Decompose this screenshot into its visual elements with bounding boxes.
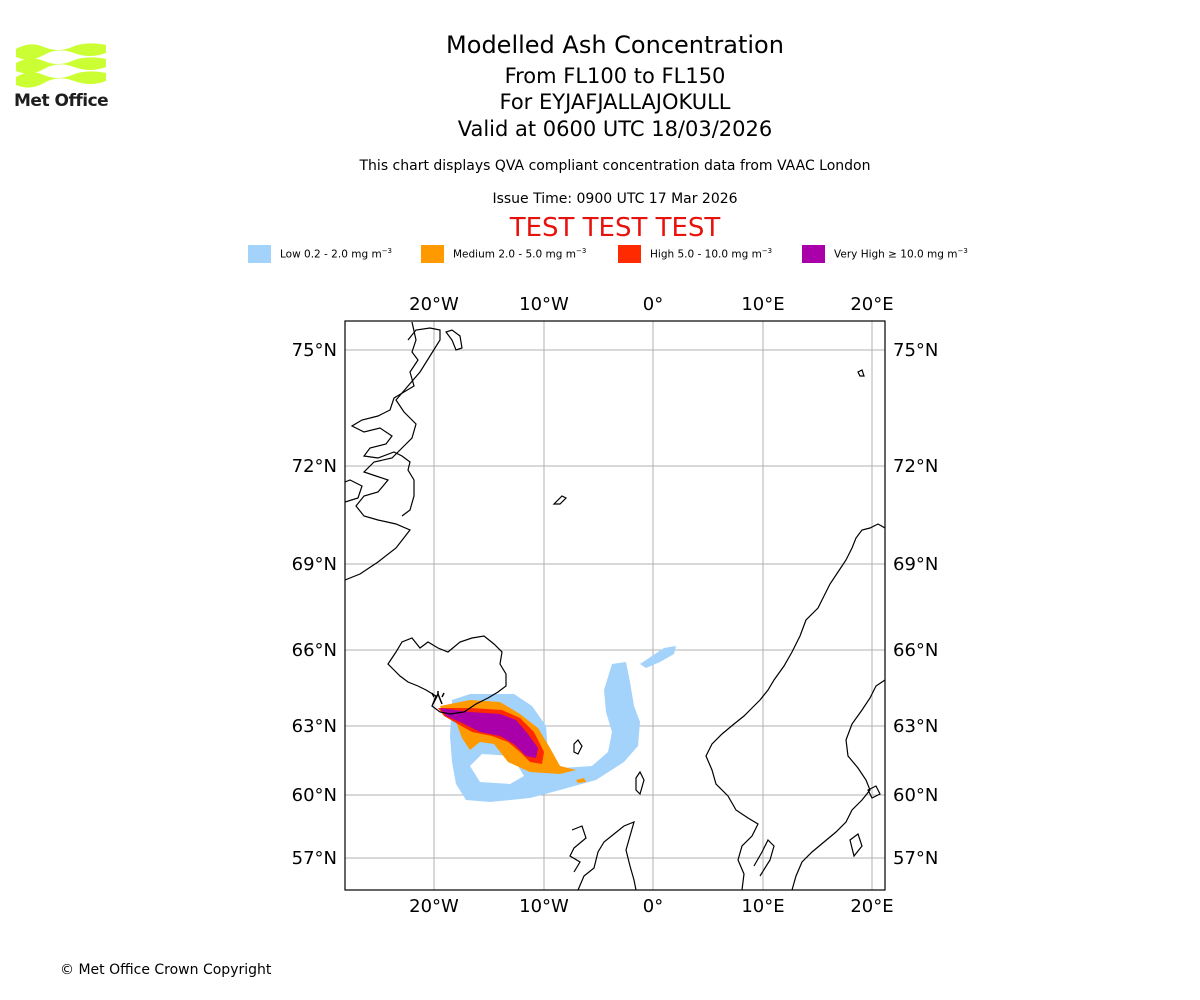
- valid-time: Valid at 0600 UTC 18/03/2026: [457, 117, 773, 141]
- legend-medium: Medium 2.0 - 5.0 mg m−3: [421, 244, 586, 264]
- legend-label-low: Low 0.2 - 2.0 mg m−3: [280, 247, 393, 261]
- met-office-logo: [16, 43, 106, 88]
- legend-label-high: High 5.0 - 10.0 mg m−3: [650, 247, 773, 261]
- lat-label-left: 75°N: [292, 340, 337, 361]
- legend-low: Low 0.2 - 2.0 mg m−3: [248, 244, 392, 264]
- lon-label-bottom: 20°E: [850, 896, 893, 917]
- lon-label-top: 20°W: [409, 294, 459, 315]
- lat-label-right: 57°N: [893, 848, 938, 869]
- legend-very-high: Very High ≥ 10.0 mg m−3: [802, 244, 968, 264]
- map-frame: [344, 320, 886, 891]
- ash-medium-speck: [576, 778, 586, 783]
- lat-labels-left: 75°N 72°N 69°N 66°N 63°N 60°N 57°N: [292, 340, 337, 869]
- chart-title: Modelled Ash Concentration: [446, 31, 784, 59]
- lat-label-left: 69°N: [292, 554, 337, 575]
- lon-labels-bottom: 20°W 10°W 0° 10°E 20°E: [409, 896, 893, 917]
- lat-label-right: 72°N: [893, 456, 938, 477]
- ash-very-high-region: [440, 708, 538, 758]
- legend-label-very-high: Very High ≥ 10.0 mg m−3: [834, 247, 968, 261]
- issue-time: Issue Time: 0900 UTC 17 Mar 2026: [492, 191, 738, 207]
- lat-label-left: 63°N: [292, 716, 337, 737]
- graticule: [345, 321, 885, 890]
- lon-label-bottom: 0°: [643, 896, 663, 917]
- lon-label-bottom: 10°W: [519, 896, 569, 917]
- lon-label-bottom: 10°E: [741, 896, 784, 917]
- lat-label-right: 60°N: [893, 785, 938, 806]
- legend-label-medium: Medium 2.0 - 5.0 mg m−3: [453, 247, 587, 261]
- lon-labels-top: 20°W 10°W 0° 10°E 20°E: [409, 294, 893, 315]
- legend-swatch-high: [618, 245, 641, 263]
- legend-swatch-low: [248, 245, 271, 263]
- lat-label-right: 63°N: [893, 716, 938, 737]
- lon-label-top: 10°E: [741, 294, 784, 315]
- lat-label-left: 72°N: [292, 456, 337, 477]
- lon-label-top: 10°W: [519, 294, 569, 315]
- chart-subtitle: This chart displays QVA compliant concen…: [359, 158, 871, 174]
- legend-high: High 5.0 - 10.0 mg m−3: [618, 244, 772, 264]
- lat-label-right: 66°N: [893, 640, 938, 661]
- logo-wordmark: Met Office: [14, 91, 109, 111]
- test-banner: TEST TEST TEST: [509, 213, 721, 243]
- legend-swatch-very-high: [802, 245, 825, 263]
- volcano-icon: [431, 691, 445, 705]
- lon-label-top: 20°E: [850, 294, 893, 315]
- flight-level-range: From FL100 to FL150: [504, 64, 726, 88]
- lon-label-top: 0°: [643, 294, 663, 315]
- lat-label-left: 57°N: [292, 848, 337, 869]
- legend-swatch-medium: [421, 245, 444, 263]
- lat-label-right: 75°N: [893, 340, 938, 361]
- lat-label-left: 66°N: [292, 640, 337, 661]
- lat-labels-right: 75°N 72°N 69°N 66°N 63°N 60°N 57°N: [893, 340, 938, 869]
- copyright-notice: © Met Office Crown Copyright: [60, 962, 272, 978]
- volcano-name: For EYJAFJALLAJOKULL: [499, 90, 731, 114]
- lon-label-bottom: 20°W: [409, 896, 459, 917]
- coastlines: [345, 321, 885, 890]
- lat-label-left: 60°N: [292, 785, 337, 806]
- lat-label-right: 69°N: [893, 554, 938, 575]
